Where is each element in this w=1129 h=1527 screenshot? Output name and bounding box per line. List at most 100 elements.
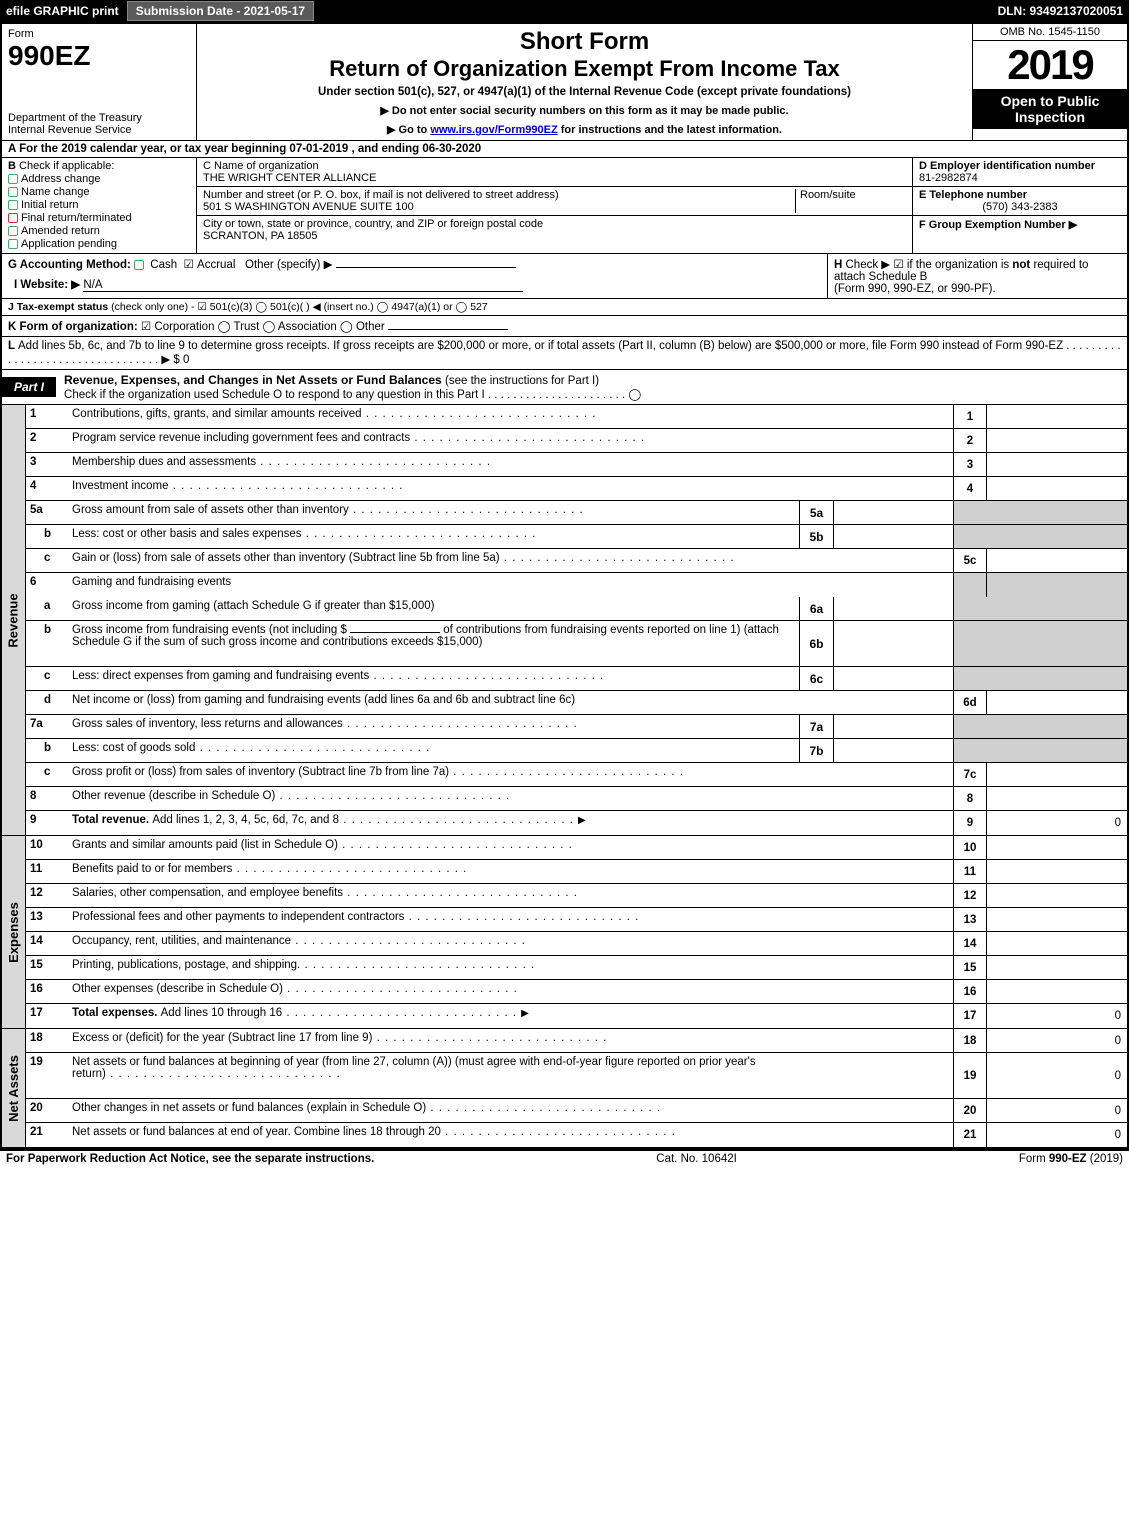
h-t5: (Form 990, 990-EZ, or 990-PF). — [834, 283, 996, 295]
m5a: 5a — [800, 501, 834, 524]
h-box: H Check ▶ ☑ if the organization is not r… — [827, 254, 1127, 298]
form-header: Form 990EZ Department of the Treasury In… — [2, 24, 1127, 141]
h-checkbox[interactable]: ☑ — [893, 259, 903, 271]
form-number: 990EZ — [8, 40, 190, 72]
e-phone: (570) 343-2383 — [919, 201, 1121, 213]
n6a: a — [26, 597, 72, 620]
l15: Printing, publications, postage, and shi… — [72, 956, 953, 979]
rn18: 18 — [953, 1029, 987, 1052]
footer-formno: 990-EZ — [1049, 1153, 1087, 1165]
footer-form: Form — [1019, 1153, 1049, 1165]
g-other-blank[interactable] — [336, 267, 516, 268]
m6c: 6c — [800, 667, 834, 690]
l20: Other changes in net assets or fund bala… — [72, 1099, 953, 1122]
grey6c — [953, 667, 1127, 690]
open-inspection: Open to Public Inspection — [973, 89, 1127, 129]
k-line: K Form of organization: ☑ Corporation ◯ … — [2, 316, 1127, 337]
chk-final[interactable] — [8, 213, 18, 223]
k-other-blank[interactable] — [388, 329, 508, 330]
lbl-amend: Amended return — [21, 225, 100, 237]
tax-year: 2019 — [973, 41, 1127, 89]
chk-accrual[interactable]: ☑ — [180, 259, 197, 271]
v10 — [987, 836, 1127, 859]
irs-link[interactable]: www.irs.gov/Form990EZ — [430, 124, 557, 136]
l1: Contributions, gifts, grants, and simila… — [72, 405, 953, 428]
rn11: 11 — [953, 860, 987, 883]
l6d: Net income or (loss) from gaming and fun… — [72, 691, 953, 714]
l6b: Gross income from fundraising events (no… — [72, 621, 799, 666]
mv7b — [834, 739, 953, 762]
c-name-lbl: C Name of organization — [203, 160, 906, 172]
arrow9 — [574, 814, 590, 826]
l12: Salaries, other compensation, and employ… — [72, 884, 953, 907]
revenue-tab-text: Revenue — [6, 593, 21, 647]
n7c: c — [26, 763, 72, 786]
ssn-warning: ▶ Do not enter social security numbers o… — [203, 104, 966, 117]
arrow17 — [517, 1007, 533, 1019]
l4: Investment income — [72, 477, 953, 500]
goto-post: for instructions and the latest informat… — [558, 124, 782, 136]
submission-date-button[interactable]: Submission Date - 2021-05-17 — [127, 1, 314, 21]
rn20: 20 — [953, 1099, 987, 1122]
n5c: c — [26, 549, 72, 572]
b-checkif: Check if applicable: — [19, 160, 114, 172]
v19: 0 — [987, 1053, 1127, 1098]
chk-address-change[interactable] — [8, 174, 18, 184]
revenue-tab: Revenue — [2, 405, 26, 835]
netassets-tab-text: Net Assets — [6, 1055, 21, 1122]
l6c: Less: direct expenses from gaming and fu… — [72, 667, 799, 690]
c-addr: 501 S WASHINGTON AVENUE SUITE 100 — [203, 201, 791, 213]
l3: Membership dues and assessments — [72, 453, 953, 476]
rn12: 12 — [953, 884, 987, 907]
j-rest: (check only one) - ☑ 501(c)(3) ◯ 501(c)(… — [108, 301, 488, 313]
n5b: b — [26, 525, 72, 548]
form-label: Form — [8, 28, 190, 40]
header-info-row: B Check if applicable: Address change Na… — [2, 158, 1127, 254]
v9: 0 — [987, 811, 1127, 835]
n12: 12 — [26, 884, 72, 907]
b-label: B — [8, 160, 16, 172]
v21: 0 — [987, 1123, 1127, 1147]
expenses-tab: Expenses — [2, 836, 26, 1028]
chk-initial[interactable] — [8, 200, 18, 210]
n6: 6 — [26, 573, 72, 597]
n6c: c — [26, 667, 72, 690]
j-label: J Tax-exempt status — [8, 301, 108, 313]
goto-pre: ▶ Go to — [387, 124, 430, 136]
l6b-blank[interactable] — [350, 632, 440, 633]
rn9: 9 — [953, 811, 987, 835]
v17: 0 — [987, 1004, 1127, 1028]
chk-name-change[interactable] — [8, 187, 18, 197]
n20: 20 — [26, 1099, 72, 1122]
rn7c: 7c — [953, 763, 987, 786]
chk-amended[interactable] — [8, 226, 18, 236]
h-t3: if the organization is — [907, 259, 1012, 271]
n19: 19 — [26, 1053, 72, 1098]
l6b1: Gross income from fundraising events (no… — [72, 624, 350, 636]
footer: For Paperwork Reduction Act Notice, see … — [0, 1151, 1129, 1167]
l21: Net assets or fund balances at end of ye… — [72, 1123, 953, 1147]
l7a: Gross sales of inventory, less returns a… — [72, 715, 799, 738]
short-form-title: Short Form — [203, 28, 966, 56]
lbl-addr: Address change — [21, 173, 101, 185]
n10: 10 — [26, 836, 72, 859]
v18: 0 — [987, 1029, 1127, 1052]
g-label: G Accounting Method: — [8, 259, 131, 271]
f-label: F Group Exemption Number ▶ — [919, 218, 1121, 231]
return-title: Return of Organization Exempt From Incom… — [203, 56, 966, 82]
grey6a — [953, 597, 1127, 620]
i-website: N/A — [83, 279, 523, 292]
n4: 4 — [26, 477, 72, 500]
l-label: L — [8, 340, 18, 352]
d-ein: 81-2982874 — [919, 172, 1121, 184]
m6b: 6b — [800, 621, 834, 666]
c-city-lbl: City or town, state or province, country… — [203, 218, 906, 230]
m5b: 5b — [800, 525, 834, 548]
m6a: 6a — [800, 597, 834, 620]
chk-cash[interactable] — [134, 260, 144, 270]
chk-pending[interactable] — [8, 239, 18, 249]
l17: Total expenses. Add lines 10 through 16 — [72, 1004, 953, 1028]
part1-tab: Part I — [2, 377, 56, 397]
l6a: Gross income from gaming (attach Schedul… — [72, 597, 799, 620]
n6d: d — [26, 691, 72, 714]
